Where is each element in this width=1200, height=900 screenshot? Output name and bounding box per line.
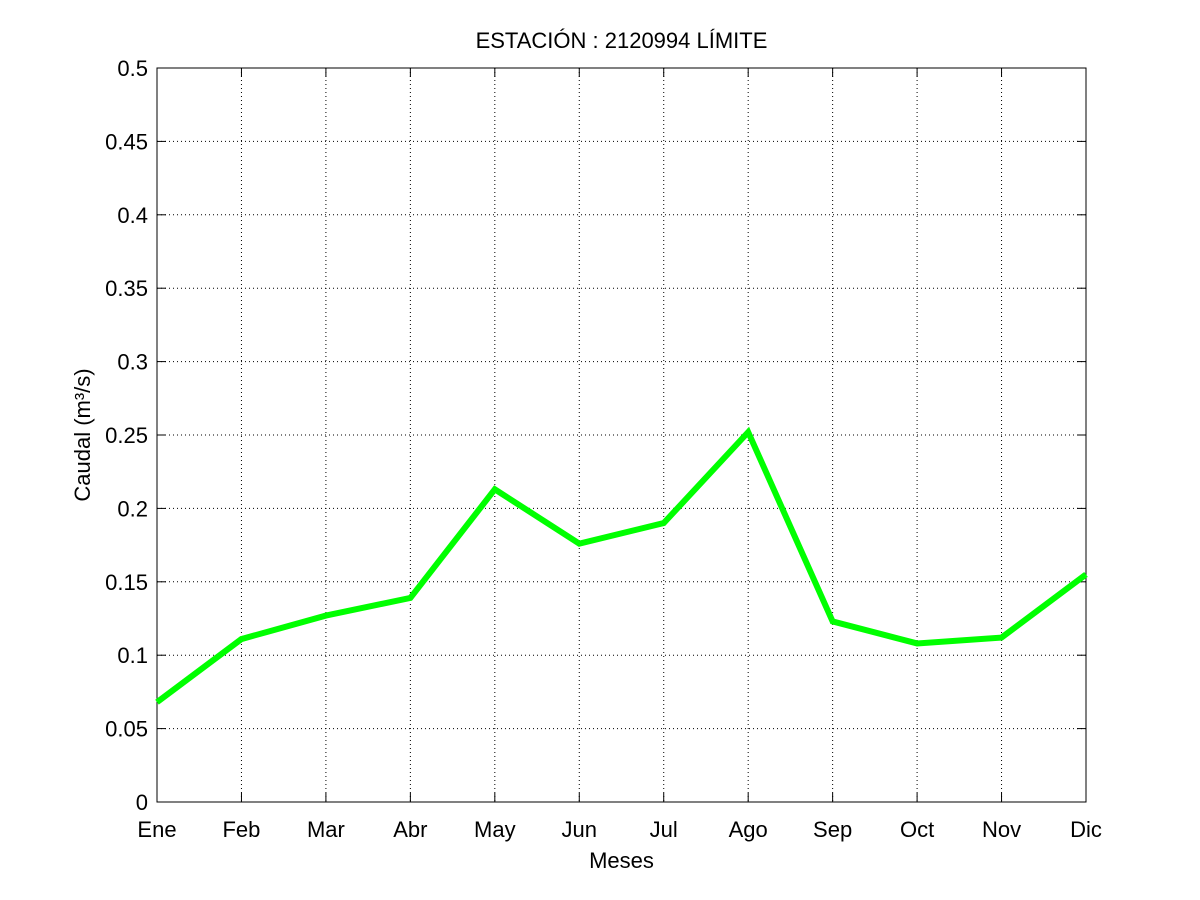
x-tick-label: Abr bbox=[393, 817, 427, 842]
series-group bbox=[155, 426, 1088, 705]
y-tick-label: 0 bbox=[136, 790, 148, 815]
y-tick-label: 0.45 bbox=[105, 129, 148, 154]
x-tick-label: Nov bbox=[982, 817, 1021, 842]
x-axis-title: Meses bbox=[589, 848, 654, 873]
x-tick-label: Dic bbox=[1070, 817, 1102, 842]
x-tick-label: Ene bbox=[137, 817, 176, 842]
x-tick-label: Sep bbox=[813, 817, 852, 842]
y-tick-label: 0.35 bbox=[105, 276, 148, 301]
x-tick-label: May bbox=[474, 817, 516, 842]
x-tick-label: Mar bbox=[307, 817, 345, 842]
grid bbox=[157, 68, 1086, 802]
y-tick-label: 0.4 bbox=[117, 203, 148, 228]
y-tick-label: 0.3 bbox=[117, 350, 148, 375]
x-tick-label: Jun bbox=[562, 817, 597, 842]
y-tick-labels: 0 0.05 0.1 0.15 0.2 0.25 0.3 0.35 0.4 0.45 0.5 bbox=[105, 56, 148, 815]
y-tick-label: 0.05 bbox=[105, 717, 148, 742]
x-tick-label: Ago bbox=[729, 817, 768, 842]
chart-title: ESTACIÓN : 2120994 LÍMITE bbox=[476, 28, 768, 53]
y-tick-label: 0.5 bbox=[117, 56, 148, 81]
y-tick-label: 0.15 bbox=[105, 570, 148, 595]
x-tick-label: Feb bbox=[222, 817, 260, 842]
y-axis-title: Caudal (m³/s) bbox=[70, 368, 95, 501]
axis-ticks bbox=[156, 67, 1087, 803]
y-tick-label: 0.2 bbox=[117, 496, 148, 521]
x-tick-labels: Ene Feb Mar Abr May Jun Jul Ago Sep Oct Nov Dic bbox=[137, 817, 1101, 842]
x-tick-label: Oct bbox=[900, 817, 934, 842]
x-tick-label: Jul bbox=[650, 817, 678, 842]
y-tick-label: 0.25 bbox=[105, 423, 148, 448]
y-tick-label: 0.1 bbox=[117, 643, 148, 668]
series-line bbox=[155, 426, 1088, 705]
